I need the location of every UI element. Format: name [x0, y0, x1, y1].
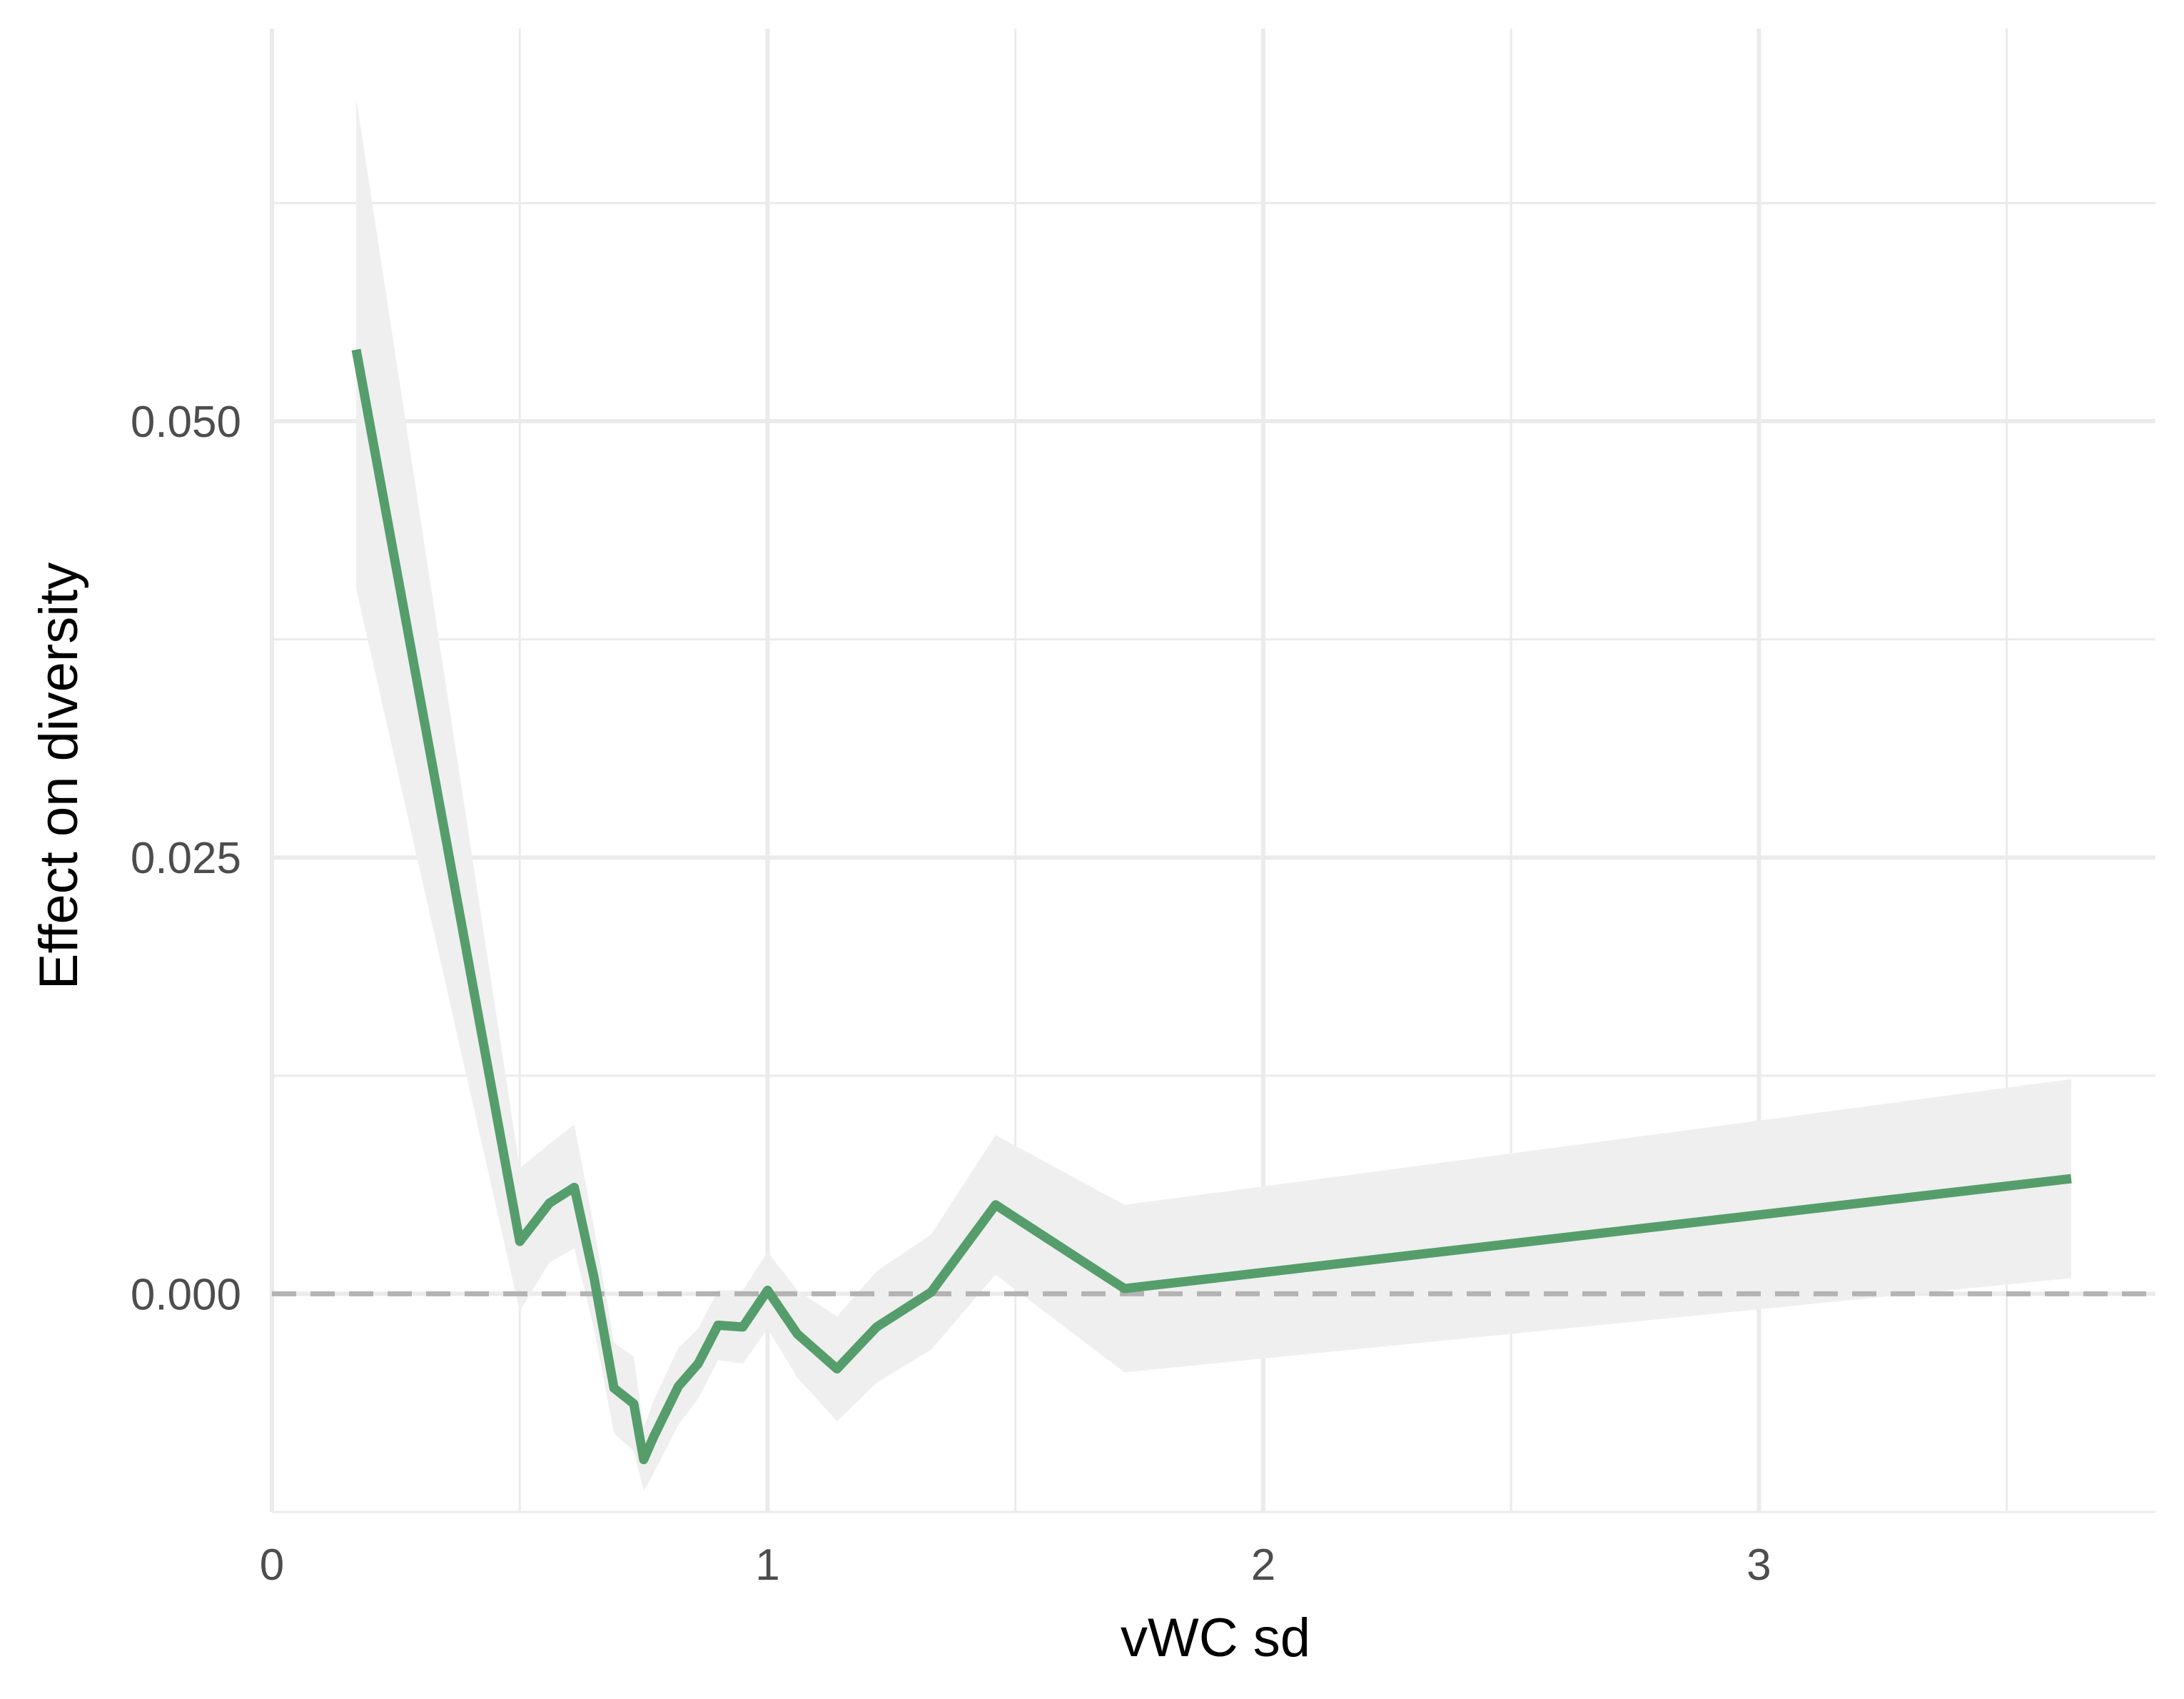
effect-line: [351, 348, 2072, 1465]
confidence-ribbons: [356, 98, 2071, 1491]
x-tick-label: 1: [755, 1541, 779, 1590]
y-tick-label: 0.000: [131, 1270, 241, 1319]
minor-gridlines: [272, 29, 2155, 1513]
y-tick-labels: 0.000 0.025 0.050: [131, 398, 241, 1319]
x-tick-labels: 0 1 2 3: [260, 1541, 1771, 1590]
x-tick-label: 2: [1251, 1541, 1275, 1590]
x-axis-title: vWC sd: [1121, 1608, 1310, 1668]
confidence-ribbon: [356, 98, 2071, 1491]
y-axis-title: Effect on diversity: [29, 563, 89, 989]
x-tick-label: 0: [260, 1541, 284, 1590]
series-lines: [351, 348, 2072, 1465]
x-tick-label: 3: [1746, 1541, 1771, 1590]
y-tick-label: 0.050: [131, 398, 241, 447]
y-tick-label: 0.025: [131, 834, 241, 883]
